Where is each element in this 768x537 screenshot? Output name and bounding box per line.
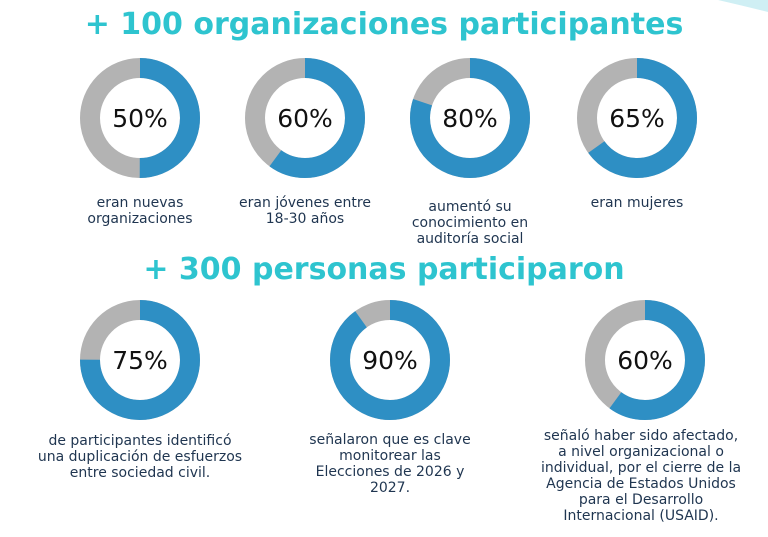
percent-label: 60% bbox=[617, 346, 673, 375]
caption-line: de participantes identificó bbox=[48, 433, 232, 449]
ring-value-segment bbox=[245, 58, 365, 178]
percent-label: 65% bbox=[609, 104, 665, 133]
caption-line: 18-30 años bbox=[265, 211, 345, 227]
ring-value-segment bbox=[585, 300, 705, 420]
caption-line: auditoría social bbox=[416, 231, 524, 247]
caption-line: señaló haber sido afectado, bbox=[543, 428, 739, 444]
donut-elections: 90% bbox=[330, 300, 450, 420]
ring-value-segment bbox=[330, 300, 450, 420]
caption-line: para el Desarrollo bbox=[578, 492, 704, 508]
caption-line: Internacional (USAID). bbox=[563, 508, 719, 524]
ring-value-segment bbox=[410, 58, 530, 178]
caption-line: individual, por el cierre de la bbox=[540, 460, 742, 476]
caption-women: eran mujeres bbox=[557, 195, 717, 211]
percent-label: 80% bbox=[442, 104, 498, 133]
caption-line: una duplicación de esfuerzos bbox=[37, 449, 243, 465]
caption-line: entre sociedad civil. bbox=[69, 465, 211, 481]
caption-line: 2027. bbox=[369, 480, 411, 496]
caption-usaid: señaló haber sido afectado, a nivel orga… bbox=[518, 428, 764, 524]
ring-value-segment bbox=[80, 58, 200, 178]
percent-label: 75% bbox=[112, 346, 168, 375]
caption-line: Agencia de Estados Unidos bbox=[546, 476, 736, 492]
caption-line: eran mujeres bbox=[590, 195, 684, 211]
donut-usaid: 60% bbox=[585, 300, 705, 420]
ring-value-segment bbox=[577, 58, 697, 178]
ring-value-segment bbox=[80, 300, 200, 420]
people-heading: + 300 personas participaron bbox=[143, 252, 625, 287]
caption-elections: señalaron que es clave monitorear las El… bbox=[290, 432, 490, 496]
caption-line: aumentó su bbox=[428, 199, 512, 215]
caption-line: señalaron que es clave bbox=[309, 432, 471, 448]
caption-line: a nivel organizacional o bbox=[558, 444, 724, 460]
caption-line: eran nuevas bbox=[96, 195, 184, 211]
caption-line: Elecciones de 2026 y bbox=[315, 464, 465, 480]
donut-duplication: 75% bbox=[80, 300, 200, 420]
donut-women: 65% bbox=[577, 58, 697, 178]
donut-new-organizations: 50% bbox=[80, 58, 200, 178]
percent-label: 90% bbox=[362, 346, 418, 375]
organizations-heading: + 100 organizaciones participantes bbox=[84, 7, 684, 42]
caption-young-people: eran jóvenes entre 18-30 años bbox=[220, 195, 390, 227]
caption-line: monitorear las bbox=[339, 448, 441, 464]
corner-accent bbox=[718, 0, 768, 12]
percent-label: 50% bbox=[112, 104, 168, 133]
caption-line: organizaciones bbox=[87, 211, 193, 227]
caption-new-organizations: eran nuevas organizaciones bbox=[60, 195, 220, 227]
caption-social-audit: aumentó su conocimiento en auditoría soc… bbox=[390, 199, 550, 247]
donut-social-audit: 80% bbox=[410, 58, 530, 178]
donut-young-people: 60% bbox=[245, 58, 365, 178]
caption-line: eran jóvenes entre bbox=[239, 195, 371, 211]
caption-duplication: de participantes identificó una duplicac… bbox=[30, 433, 250, 481]
caption-line: conocimiento en bbox=[411, 215, 529, 231]
percent-label: 60% bbox=[277, 104, 333, 133]
